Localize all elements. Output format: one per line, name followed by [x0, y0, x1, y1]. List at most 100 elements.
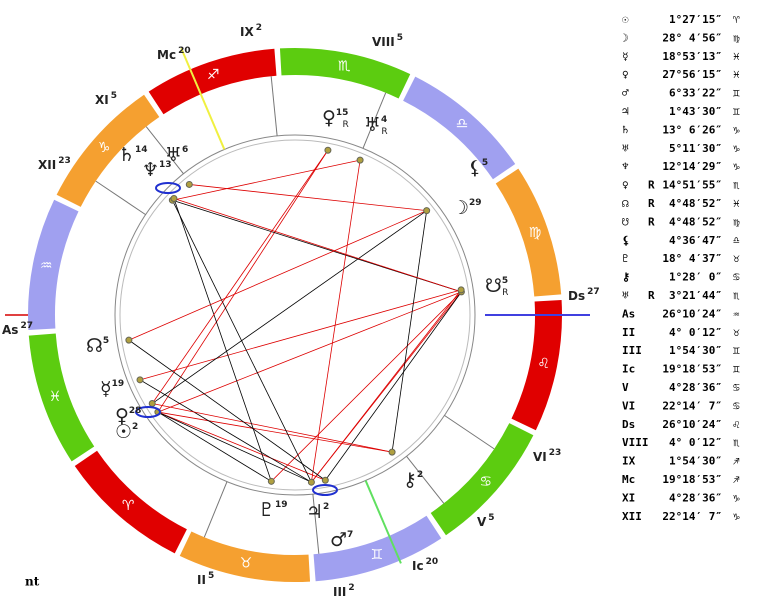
sign-glyph: ♌	[537, 356, 550, 372]
table-symbol: Ic	[622, 363, 635, 376]
table-position: 4°36′47″	[669, 234, 722, 247]
table-sign: ♏	[733, 289, 740, 302]
house-degree: 2	[256, 23, 262, 33]
planet-label: ☊5	[86, 335, 109, 357]
planet-degree: 29	[469, 198, 482, 208]
table-symbol: ♀	[622, 68, 629, 81]
sign-segment	[56, 94, 160, 207]
planet-degree: 19	[275, 500, 288, 510]
table-sign: ♏	[733, 436, 740, 449]
planet-degree: 7	[347, 530, 353, 540]
house-label: Ic 20	[412, 557, 438, 573]
planet-degree: 5	[103, 336, 109, 346]
planet-label: ♂7	[330, 529, 353, 551]
planet-glyph: ⚸	[468, 157, 482, 179]
aspect-line	[311, 289, 462, 483]
table-symbol: II	[622, 326, 635, 339]
table-symbol: ♀	[622, 179, 629, 192]
table-position: 18°53′13″	[662, 50, 722, 63]
sign-glyph: ♋	[480, 474, 493, 490]
table-sign: ♓	[733, 197, 740, 210]
planet-glyph: ♀	[115, 405, 129, 427]
house-name: Ic	[412, 559, 424, 573]
house-cusp	[270, 76, 278, 136]
table-position: 1°43′30″	[669, 105, 722, 118]
table-symbol: XII	[622, 510, 642, 523]
house-label: XII 23	[38, 156, 71, 172]
planet-glyph: ♅	[364, 114, 381, 136]
house-label: Ds 27	[568, 287, 600, 303]
planet-label: ☿19	[100, 378, 124, 400]
axis-line	[364, 480, 402, 564]
aspect-line	[325, 291, 462, 481]
table-position: 1°54′30″	[669, 344, 722, 357]
house-degree: 2	[348, 583, 354, 593]
table-sign: ♒	[733, 307, 740, 320]
planet-glyph: ☽	[452, 197, 469, 219]
table-symbol: ⚸	[622, 234, 630, 247]
house-name: III	[333, 585, 346, 599]
table-position: 1°27′15″	[669, 13, 722, 26]
planet-glyph: ♅	[165, 144, 182, 166]
planet-degree: 28	[129, 406, 142, 416]
table-symbol: VI	[622, 399, 635, 412]
aspect-line	[157, 150, 329, 413]
planet-label: ⚸5	[468, 157, 488, 179]
table-sign: ♊	[733, 363, 740, 376]
aspect-line	[189, 184, 427, 212]
table-position: 4°28′36″	[669, 491, 722, 504]
table-sign: ♐	[733, 455, 740, 468]
footer: nt	[25, 575, 40, 589]
house-name: XI	[95, 93, 109, 107]
sign-segment	[313, 515, 442, 582]
house-degree: 27	[587, 287, 600, 297]
house-label: As 27	[2, 321, 33, 337]
house-label: III 2	[333, 583, 355, 599]
house-cusp	[203, 481, 228, 538]
aspect-line	[139, 379, 312, 483]
planet-glyph: ♄	[118, 144, 135, 166]
table-sign: ♋	[733, 271, 740, 284]
table-sign: ♋	[733, 399, 740, 412]
table-symbol: ♆	[622, 160, 629, 173]
table-position: 4°48′52″	[669, 215, 722, 228]
house-degree: 5	[397, 33, 403, 43]
house-cusp	[406, 455, 445, 504]
table-position: 18° 4′37″	[662, 252, 722, 265]
table-symbol: ☽	[622, 31, 629, 44]
planet-retro: R	[502, 288, 508, 298]
aspect-line	[157, 411, 393, 453]
planet-dot	[185, 180, 193, 188]
sign-segment	[403, 76, 516, 180]
aspect-line	[173, 198, 462, 293]
planet-glyph: ♃	[306, 501, 323, 523]
planet-degree: 6	[182, 145, 188, 155]
sign-glyph: ♓	[49, 389, 62, 405]
table-retro: R	[648, 289, 655, 302]
table-position: 19°18′53″	[662, 363, 722, 376]
aspect-line	[157, 411, 272, 482]
sign-glyph: ♉	[240, 556, 253, 572]
aspect-line	[391, 210, 428, 453]
house-cusp	[95, 180, 146, 216]
table-position: 1°54′30″	[669, 455, 722, 468]
sign-segment	[148, 48, 277, 115]
planet-label: ♅6	[165, 144, 188, 166]
aspect-line	[152, 403, 393, 453]
table-position: 28° 4′56″	[662, 31, 722, 44]
highlight	[135, 406, 161, 418]
table-symbol: III	[622, 344, 642, 357]
house-name: II	[197, 573, 206, 587]
table-sign: ♐	[733, 473, 740, 486]
aspect-line	[173, 198, 272, 482]
table-sign: ♍	[733, 31, 740, 44]
table-retro: R	[648, 179, 655, 192]
planet-retro: R	[342, 120, 348, 130]
table-symbol: ♇	[622, 252, 629, 265]
planet-degree: 5	[482, 158, 488, 168]
sign-glyph: ♍	[529, 225, 542, 241]
table-sign: ♊	[733, 344, 740, 357]
planet-degree: 19	[112, 379, 125, 389]
table-sign: ♊	[733, 105, 740, 118]
house-name: Ds	[568, 289, 585, 303]
